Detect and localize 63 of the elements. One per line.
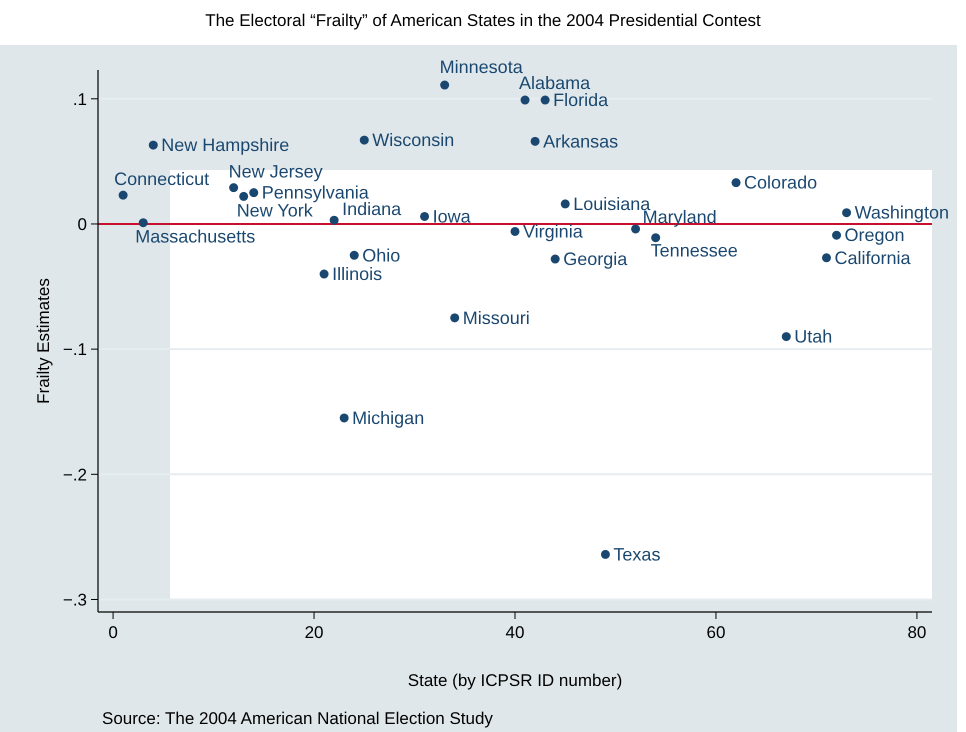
point <box>732 178 741 188</box>
data-label: Washington <box>854 202 949 223</box>
point <box>320 270 329 279</box>
data-label: Michigan <box>352 408 424 428</box>
data-label: Utah <box>794 326 832 347</box>
x-tick-label: 60 <box>706 623 726 642</box>
data-label: Colorado <box>744 172 818 193</box>
point <box>360 136 369 145</box>
point <box>822 253 831 262</box>
data-label: Iowa <box>432 206 472 226</box>
data-label: New Hampshire <box>161 135 290 156</box>
chart-title: The Electoral “Frailty” of American States in the 2004 Presidential Contest <box>205 11 762 30</box>
point <box>540 96 550 105</box>
x-axis-title: State (by ICPSR ID number) <box>408 671 622 690</box>
y-axis-title: Frailty Estimates <box>34 278 53 404</box>
x-tick-label: 80 <box>907 623 926 642</box>
point <box>450 313 460 322</box>
data-label: Ohio <box>362 245 400 266</box>
data-label: Connecticut <box>114 169 210 190</box>
point <box>330 216 339 225</box>
data-label: Wisconsin <box>372 130 454 150</box>
point <box>440 80 450 90</box>
point <box>842 208 852 218</box>
point <box>530 136 540 146</box>
point <box>631 224 640 234</box>
x-tick-label: 20 <box>304 623 324 642</box>
x-tick-label: 0 <box>108 623 118 642</box>
point <box>550 254 560 264</box>
point <box>148 140 158 150</box>
y-tick-label: 0 <box>78 214 87 234</box>
point <box>782 332 791 342</box>
data-label: Oregon <box>844 225 905 246</box>
data-label: Virginia <box>523 221 584 242</box>
data-label: New Jersey <box>228 162 323 182</box>
y-tick-label: −.3 <box>62 590 87 610</box>
data-label: Georgia <box>563 249 628 270</box>
data-label: New York <box>236 200 314 220</box>
data-label: Texas <box>613 544 660 564</box>
y-tick-label: −.1 <box>62 340 87 360</box>
point <box>510 226 520 236</box>
point <box>138 218 148 228</box>
point <box>600 550 610 559</box>
point <box>118 190 128 200</box>
x-tick-label: 40 <box>506 623 524 642</box>
data-label: Tennessee <box>650 240 738 261</box>
data-label: Missouri <box>462 308 530 328</box>
data-label: California <box>834 248 912 268</box>
point <box>651 233 660 242</box>
point <box>350 250 359 260</box>
point <box>340 413 349 422</box>
y-tick-label: .1 <box>72 90 87 109</box>
point <box>520 96 530 105</box>
point <box>832 230 842 240</box>
point <box>560 199 570 208</box>
point <box>420 212 430 221</box>
y-tick-label: −.2 <box>62 465 87 484</box>
point <box>249 188 258 198</box>
data-label: Arkansas <box>543 131 618 152</box>
point <box>239 192 248 201</box>
data-label: Illinois <box>332 264 382 284</box>
data-label: Massachusetts <box>135 226 256 247</box>
point <box>229 183 238 192</box>
source-note: Source: The 2004 American National Election Study <box>102 709 494 728</box>
